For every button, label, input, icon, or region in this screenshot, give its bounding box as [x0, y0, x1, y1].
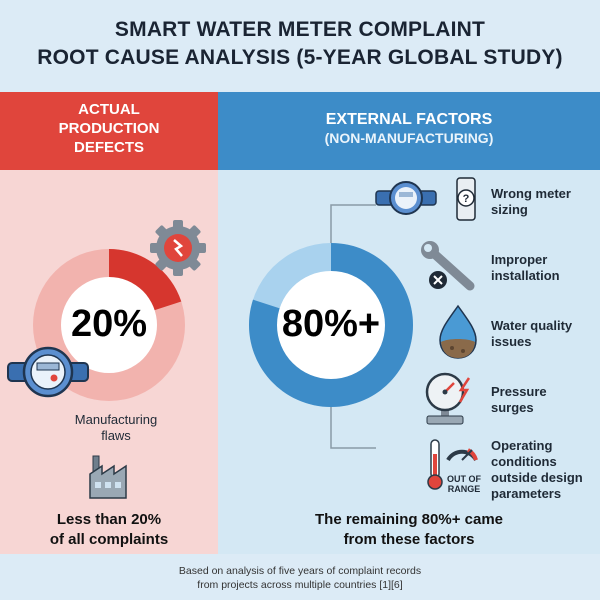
- pressure-gauge-icon: [425, 372, 471, 425]
- gear-icon: [150, 220, 206, 276]
- factor-5-line-1: Operating: [491, 438, 553, 453]
- manufacturing-flaws-label: Manufacturing flaws: [56, 412, 176, 444]
- right-header-line-2: (NON-MANUFACTURING): [324, 130, 494, 146]
- factory-icon: [89, 455, 127, 499]
- right-panel-header: [218, 92, 600, 170]
- out-of-range-line-1: OUT OF: [447, 474, 481, 484]
- factor-improper-installation: Improper installation: [491, 252, 560, 284]
- left-bottom-statement: Less than 20% of all complaints: [0, 510, 218, 550]
- factor-3-line-2: issues: [491, 334, 532, 349]
- right-donut-hole: [277, 271, 385, 379]
- factor-5-line-4: parameters: [491, 486, 562, 501]
- right-bottom-line-2: from these factors: [343, 531, 475, 548]
- factor-4-line-2: surges: [491, 400, 534, 415]
- out-of-range-label: OUT OF RANGE: [446, 474, 482, 494]
- footer-line-1: Based on analysis of five years of compl…: [178, 565, 422, 577]
- factor-5-line-2: conditions: [491, 454, 557, 469]
- right-bottom-line-1: The remaining 80%+ came: [315, 511, 503, 528]
- left-panel-header: [0, 92, 218, 170]
- factor-1-line-1: Wrong meter: [491, 186, 571, 201]
- left-percent: 20%: [70, 303, 148, 345]
- water-drop-icon: [439, 304, 477, 359]
- thermometer-gauge-icon: [427, 439, 478, 490]
- factor-4-line-1: Pressure: [491, 384, 547, 399]
- left-header-line-3: DEFECTS: [73, 139, 144, 156]
- manufacturing-label-line-2: flaws: [101, 428, 131, 443]
- factor-2-line-1: Improper: [491, 252, 548, 267]
- page-title: SMART WATER METER COMPLAINT ROOT CAUSE A…: [0, 16, 600, 72]
- out-of-range-line-2: RANGE: [447, 484, 481, 494]
- left-header-text: ACTUAL PRODUCTION DEFECTS: [0, 100, 218, 157]
- title-line-1: SMART WATER METER COMPLAINT: [114, 18, 486, 41]
- right-header-line-1: EXTERNAL FACTORS: [325, 111, 493, 128]
- left-bottom-line-2: of all complaints: [49, 531, 169, 548]
- factor-3-line-1: Water quality: [491, 318, 573, 333]
- water-meter-icon: [7, 346, 89, 398]
- factor-water-quality: Water quality issues: [491, 318, 572, 350]
- manufacturing-label-line-1: Manufacturing: [74, 412, 158, 427]
- bracket-line-bottom: [330, 407, 376, 449]
- footer-line-2: from projects across multiple countries …: [197, 579, 403, 591]
- right-bottom-statement: The remaining 80%+ came from these facto…: [218, 510, 600, 550]
- wrench-error-icon: [421, 241, 475, 291]
- left-donut-hole: [61, 277, 157, 373]
- footer-note: Based on analysis of five years of compl…: [0, 564, 600, 592]
- factor-wrong-meter-sizing: Wrong meter sizing: [491, 186, 571, 218]
- left-bottom-line-1: Less than 20%: [56, 511, 162, 528]
- title-line-2: ROOT CAUSE ANALYSIS (5-YEAR GLOBAL STUDY…: [37, 46, 563, 69]
- bracket-line-top: [330, 204, 376, 243]
- factor-1-line-2: sizing: [491, 202, 528, 217]
- panel-arrow: [218, 300, 236, 340]
- right-header-text: EXTERNAL FACTORS (NON-MANUFACTURING): [218, 110, 600, 148]
- meter-sizing-icon: ?: [375, 177, 476, 221]
- left-header-line-1: ACTUAL: [78, 101, 140, 118]
- right-percent: 80%+: [281, 303, 381, 345]
- factor-2-line-2: installation: [491, 268, 560, 283]
- factor-pressure-surges: Pressure surges: [491, 384, 547, 416]
- factor-5-line-3: outside design: [491, 470, 583, 485]
- svg-text:?: ?: [463, 193, 470, 205]
- left-header-line-2: PRODUCTION: [58, 120, 160, 137]
- factor-operating-conditions: Operating conditions outside design para…: [491, 438, 583, 502]
